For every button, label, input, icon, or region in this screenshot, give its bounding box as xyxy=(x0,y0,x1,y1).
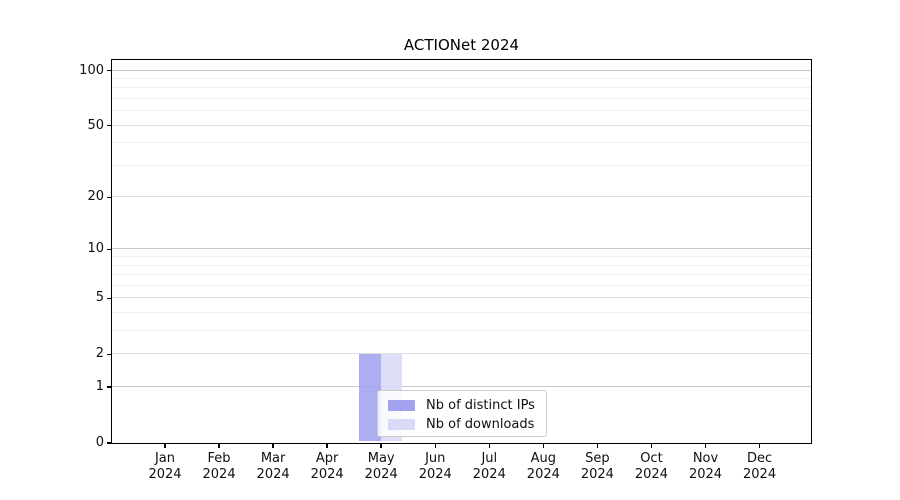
x-tick-label-apr-2024: Apr 2024 xyxy=(310,451,344,482)
x-tick-mark-apr-2024 xyxy=(326,444,328,448)
y-tick-label-20: 20 xyxy=(87,189,104,205)
x-tick-mark-jan-2024 xyxy=(164,444,166,448)
x-tick-mark-mar-2024 xyxy=(272,444,274,448)
y-gridline-70 xyxy=(112,97,811,99)
x-tick-label-jul-2024: Jul 2024 xyxy=(472,451,506,482)
y-tick-label-10: 10 xyxy=(87,241,104,257)
y-gridline-60 xyxy=(112,110,811,112)
chart-title: ACTIONet 2024 xyxy=(403,36,520,54)
y-gridline-6 xyxy=(112,284,811,286)
x-tick-mark-dec-2024 xyxy=(758,444,761,448)
plot-area xyxy=(111,59,812,444)
y-tick-label-2: 2 xyxy=(95,346,104,362)
y-tick-mark-10 xyxy=(107,248,111,251)
legend-swatch-downloads xyxy=(388,419,415,430)
legend-row-downloads: Nb of downloads xyxy=(388,415,538,434)
y-gridline-4 xyxy=(112,312,811,314)
y-gridline-7 xyxy=(112,274,811,276)
x-tick-mark-sep-2024 xyxy=(596,444,599,448)
y-gridline-20 xyxy=(112,196,811,198)
y-gridline-10 xyxy=(112,248,811,250)
x-tick-label-mar-2024: Mar 2024 xyxy=(256,451,290,482)
y-gridline-40 xyxy=(112,142,811,144)
y-gridline-90 xyxy=(112,77,811,79)
legend-label-downloads: Nb of downloads xyxy=(426,417,535,432)
x-tick-label-nov-2024: Nov 2024 xyxy=(688,451,723,482)
y-tick-mark-50 xyxy=(107,124,111,127)
y-tick-mark-0 xyxy=(107,442,111,444)
y-tick-mark-1 xyxy=(107,386,111,388)
x-tick-mark-jul-2024 xyxy=(488,444,491,448)
x-tick-label-aug-2024: Aug 2024 xyxy=(526,451,560,482)
x-tick-label-jan-2024: Jan 2024 xyxy=(148,451,182,482)
y-gridline-3 xyxy=(112,330,811,332)
y-tick-label-0: 0 xyxy=(95,435,104,450)
legend-row-distinct-ips: Nb of distinct IPs xyxy=(388,396,538,415)
y-gridline-5 xyxy=(112,297,811,299)
y-gridline-9 xyxy=(112,256,811,258)
y-tick-label-50: 50 xyxy=(87,117,104,133)
y-gridline-50 xyxy=(112,124,811,126)
legend-label-distinct-ips: Nb of distinct IPs xyxy=(426,398,535,413)
x-tick-label-sep-2024: Sep 2024 xyxy=(580,451,614,482)
x-tick-label-oct-2024: Oct 2024 xyxy=(634,451,668,482)
y-tick-mark-20 xyxy=(107,196,111,199)
x-tick-mark-nov-2024 xyxy=(704,444,707,448)
bar-nb-of-distinct-ips-may-2024 xyxy=(359,353,381,441)
x-tick-mark-aug-2024 xyxy=(542,444,545,448)
x-tick-mark-feb-2024 xyxy=(218,444,220,448)
x-tick-label-feb-2024: Feb 2024 xyxy=(202,451,236,482)
legend: Nb of distinct IPs Nb of downloads xyxy=(377,390,547,437)
y-tick-label-1: 1 xyxy=(95,379,104,395)
y-gridline-1 xyxy=(112,386,811,388)
y-tick-label-5: 5 xyxy=(95,290,104,306)
y-gridline-100 xyxy=(112,69,811,71)
y-gridline-80 xyxy=(112,87,811,89)
y-tick-label-100: 100 xyxy=(79,62,104,78)
y-gridline-30 xyxy=(112,164,811,166)
x-tick-mark-may-2024 xyxy=(380,444,382,448)
y-gridline-8 xyxy=(112,264,811,266)
x-tick-label-dec-2024: Dec 2024 xyxy=(743,451,777,482)
y-tick-mark-5 xyxy=(107,297,111,300)
x-tick-mark-jun-2024 xyxy=(434,444,436,448)
y-tick-mark-2 xyxy=(107,353,111,356)
y-gridline-2 xyxy=(112,353,811,355)
legend-swatch-distinct-ips xyxy=(388,400,415,411)
y-tick-mark-100 xyxy=(107,69,111,72)
x-tick-mark-oct-2024 xyxy=(650,444,653,448)
x-tick-label-jun-2024: Jun 2024 xyxy=(418,451,452,482)
x-tick-label-may-2024: May 2024 xyxy=(364,451,398,482)
